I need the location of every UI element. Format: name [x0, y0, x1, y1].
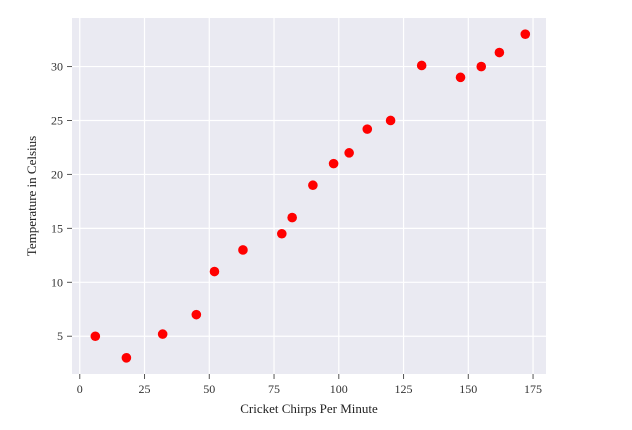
data-point	[494, 47, 505, 58]
data-point	[287, 212, 297, 223]
data-point	[209, 266, 220, 277]
data-point	[520, 29, 531, 39]
data-point	[238, 245, 248, 255]
y-tick-label: 25	[51, 113, 63, 127]
x-tick-label: 100	[330, 382, 348, 396]
x-axis-label: Cricket Chirps Per Minute	[240, 401, 378, 416]
data-point	[328, 158, 339, 169]
data-points	[90, 29, 531, 363]
x-tick-label: 125	[395, 382, 413, 396]
x-tick-label: 25	[139, 382, 151, 396]
x-tick-label: 175	[524, 382, 542, 396]
y-tick-label: 15	[51, 221, 63, 235]
data-point	[121, 353, 132, 363]
y-axis-label: Temperature in Celsius	[24, 136, 39, 256]
data-point	[308, 180, 318, 191]
data-point	[157, 329, 168, 339]
x-tick-label: 75	[268, 382, 280, 396]
y-axis-ticks: 5 10 15 20 25 30	[51, 60, 72, 343]
data-point	[455, 72, 466, 83]
y-tick-label: 20	[51, 167, 63, 181]
data-point	[344, 148, 354, 158]
y-tick-label: 30	[51, 60, 63, 74]
x-tick-label: 0	[77, 382, 83, 396]
grid-lines	[72, 18, 546, 374]
y-tick-label: 5	[57, 329, 63, 343]
plot-background	[72, 18, 546, 374]
data-point	[416, 60, 427, 71]
data-point	[90, 331, 101, 342]
x-tick-label: 150	[459, 382, 477, 396]
data-point	[277, 228, 287, 239]
data-point	[476, 61, 487, 72]
data-point	[362, 124, 373, 134]
x-axis-ticks: 0 25 50 75 100 125 150 175	[77, 374, 542, 396]
data-point	[191, 309, 202, 320]
data-point	[385, 115, 396, 126]
y-tick-label: 10	[51, 275, 63, 289]
x-tick-label: 50	[203, 382, 215, 396]
